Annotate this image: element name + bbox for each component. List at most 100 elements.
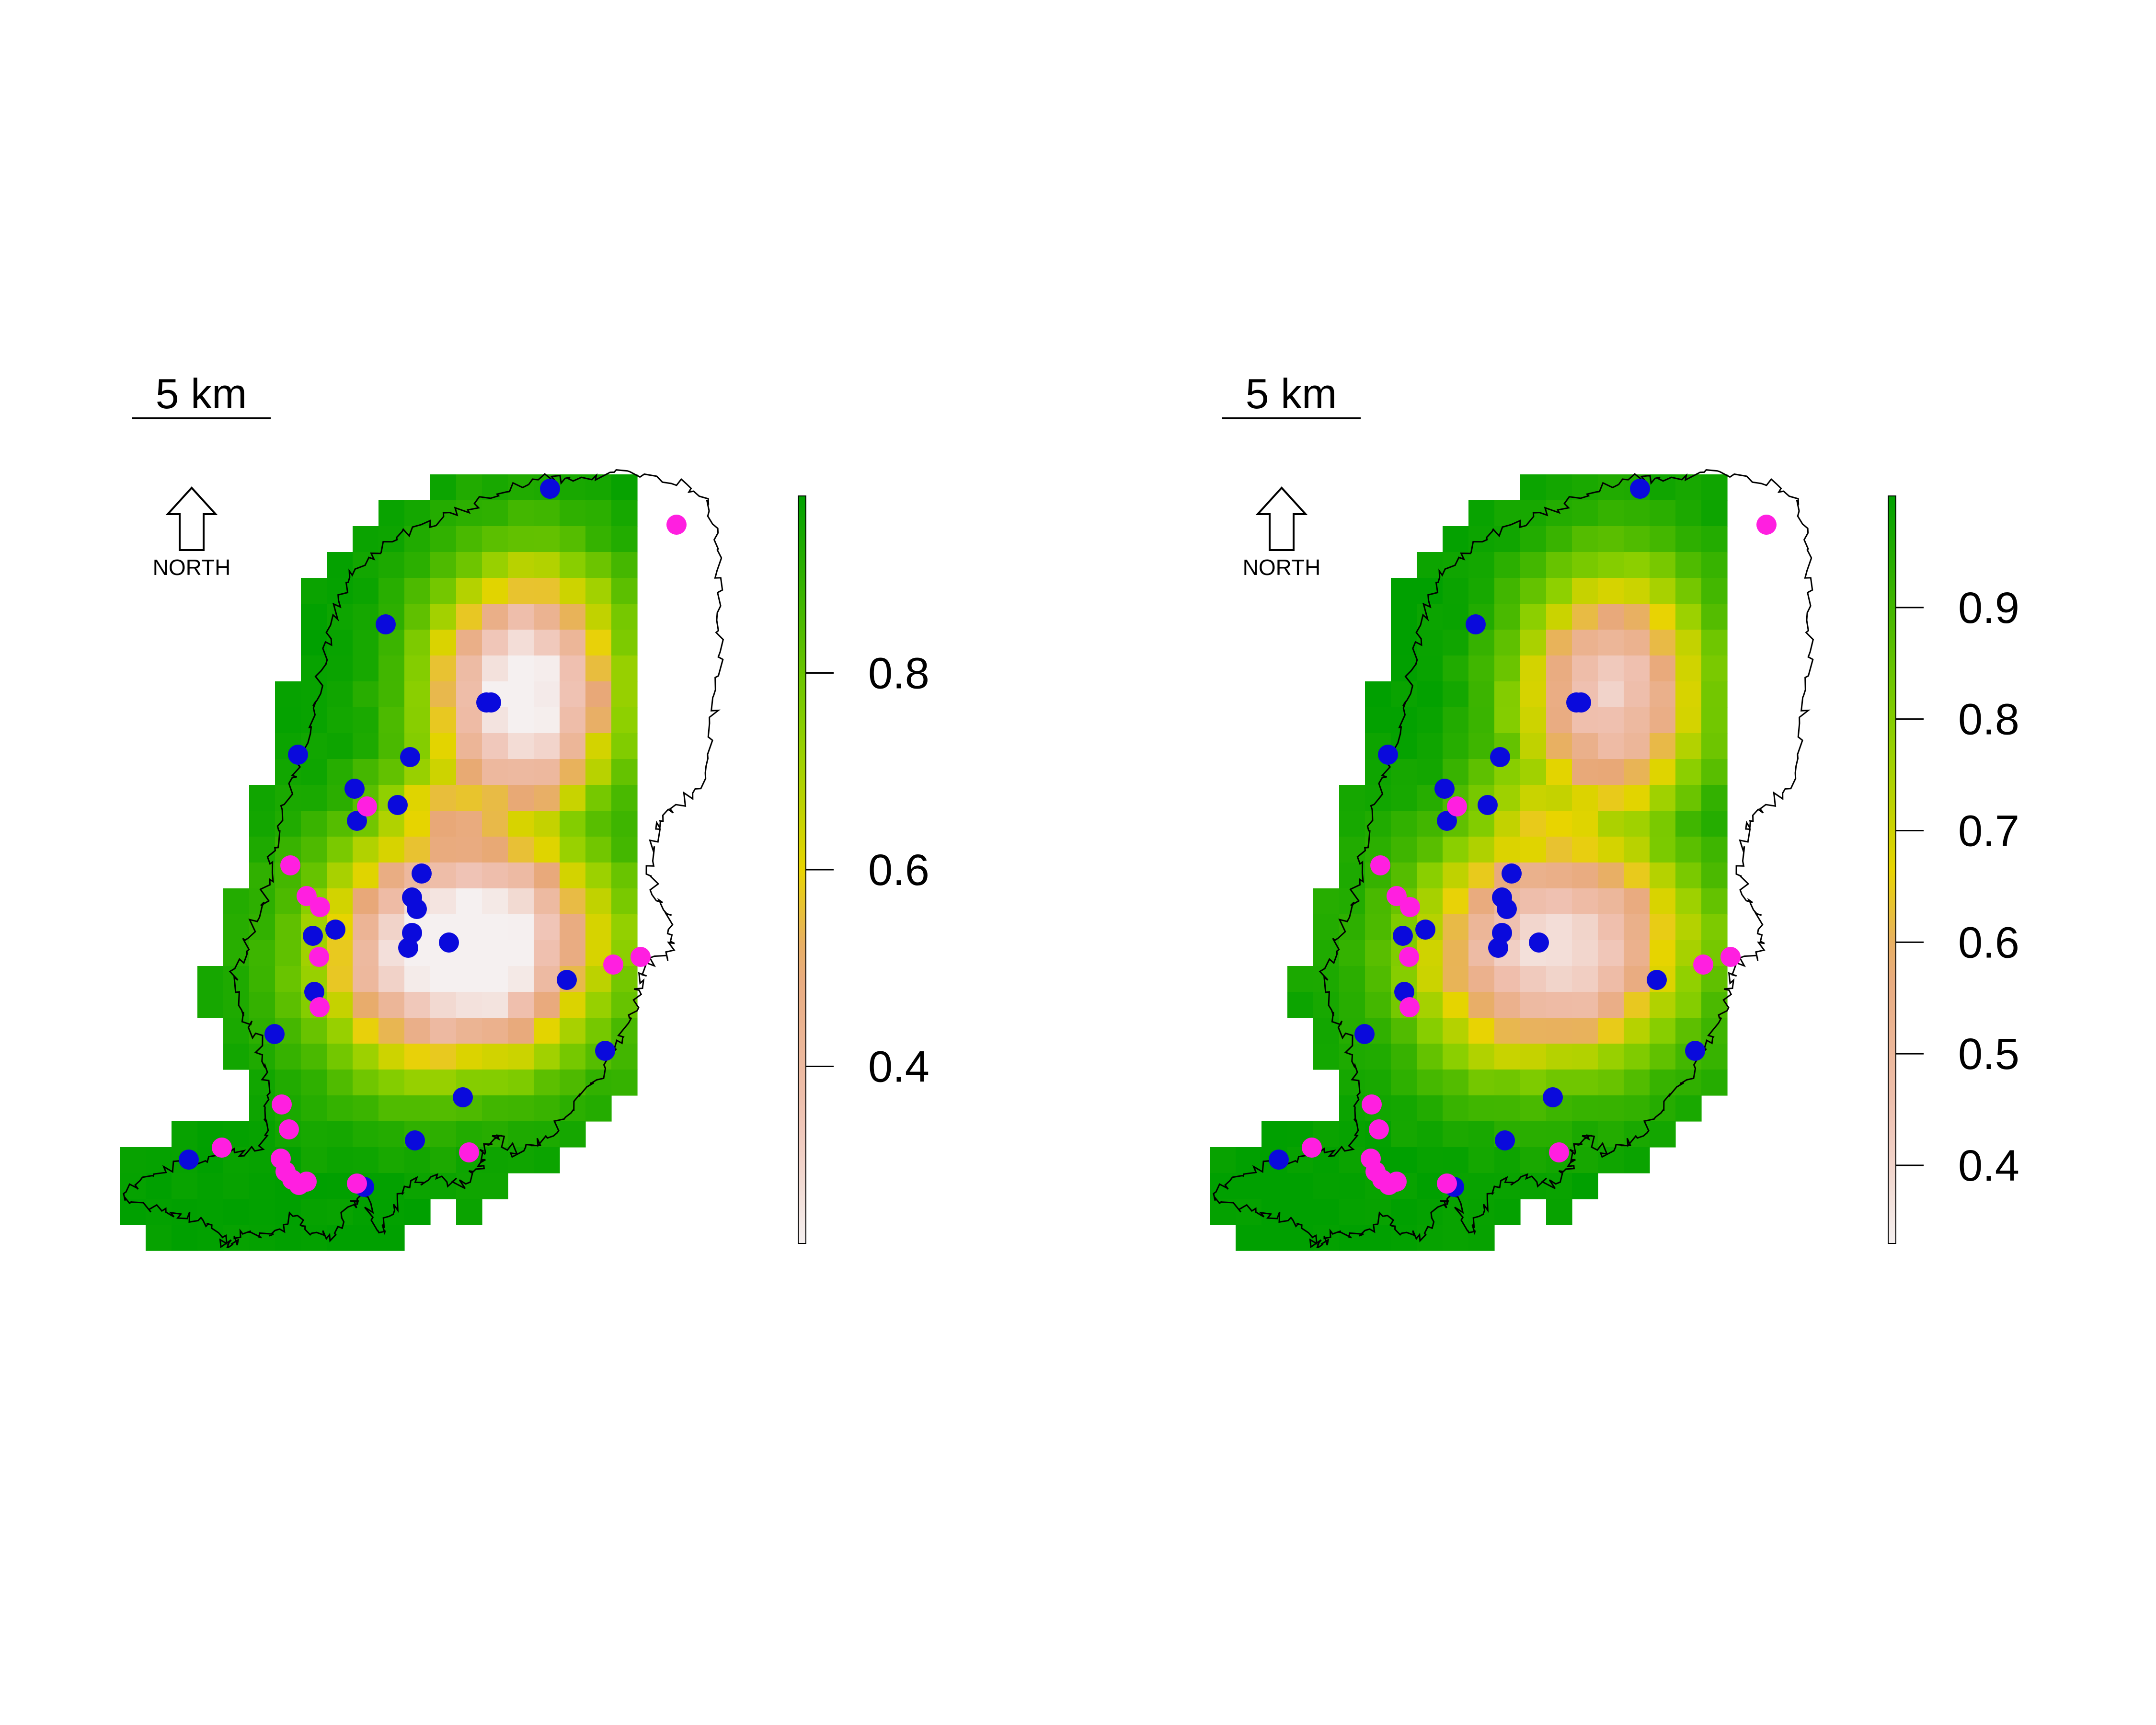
- raster-cell: [560, 888, 586, 915]
- magenta-point: [1387, 886, 1407, 906]
- raster-cell: [1572, 966, 1598, 992]
- raster-cell: [1598, 681, 1624, 708]
- raster-cell: [560, 552, 586, 578]
- raster-cell: [1494, 681, 1521, 708]
- raster-cell: [1391, 1018, 1417, 1044]
- raster-cell: [430, 526, 457, 552]
- raster-cell: [456, 552, 482, 578]
- raster-cell: [1546, 759, 1572, 785]
- raster-cell: [1650, 1018, 1676, 1044]
- raster-cell: [404, 1044, 431, 1070]
- raster-cell: [430, 1095, 457, 1122]
- raster-cell: [1468, 1070, 1495, 1096]
- raster-cell: [301, 1121, 327, 1148]
- legend-ticks: 0.4 0.5 0.6 0.7 0.8 0.9: [1896, 584, 2019, 1190]
- raster-cell: [404, 630, 431, 656]
- raster-cell: [1417, 1018, 1443, 1044]
- raster-cell: [1701, 578, 1728, 604]
- raster-cell: [249, 837, 275, 863]
- raster-cell: [1701, 1070, 1728, 1096]
- raster-cell: [1572, 733, 1598, 759]
- raster-cell: [430, 888, 457, 915]
- raster-cell: [611, 733, 638, 759]
- raster-cell: [1598, 552, 1624, 578]
- raster-cell: [1468, 992, 1495, 1018]
- raster-cell: [1624, 681, 1650, 708]
- raster-cell: [1650, 630, 1676, 656]
- raster-cell: [430, 578, 457, 604]
- raster-cell: [611, 500, 638, 527]
- raster-cell: [1468, 837, 1495, 863]
- raster-cell: [534, 707, 560, 734]
- raster-cell: [1417, 940, 1443, 966]
- raster-cell: [611, 811, 638, 837]
- raster-cell: [327, 1070, 353, 1096]
- raster-cell: [1598, 811, 1624, 837]
- raster-cell: [353, 992, 379, 1018]
- raster-cell: [378, 1095, 405, 1122]
- raster-cell: [1520, 966, 1547, 992]
- raster-cell: [1546, 474, 1572, 501]
- raster-cell: [1650, 526, 1676, 552]
- raster-cell: [1443, 1121, 1469, 1148]
- raster-cell: [249, 1095, 275, 1122]
- raster-cell: [1598, 1147, 1624, 1173]
- scale-bar: 5 km: [1222, 370, 1361, 419]
- raster-cell: [1313, 1173, 1340, 1199]
- raster-cell: [1365, 681, 1391, 708]
- magenta-point: [1437, 1173, 1457, 1194]
- raster-cell: [275, 914, 301, 941]
- legend-color-bar: [1888, 495, 1896, 1244]
- magenta-point: [1399, 997, 1420, 1017]
- raster-cell: [1468, 526, 1495, 552]
- raster-cell: [327, 552, 353, 578]
- raster-cell: [1313, 992, 1340, 1018]
- blue-point: [453, 1087, 473, 1107]
- raster-cell: [1520, 630, 1547, 656]
- raster-cell: [1365, 966, 1391, 992]
- raster-cell: [1650, 604, 1676, 630]
- raster-cell: [1443, 862, 1469, 889]
- blue-point: [405, 1130, 425, 1150]
- raster-cell: [1546, 604, 1572, 630]
- raster-cell: [1701, 500, 1728, 527]
- raster-cell: [1598, 785, 1624, 811]
- raster-cell: [1365, 940, 1391, 966]
- raster-cell: [404, 837, 431, 863]
- raster-cell: [560, 630, 586, 656]
- raster-cell: [611, 888, 638, 915]
- raster-cell: [1650, 552, 1676, 578]
- raster-cell: [456, 811, 482, 837]
- raster-cell: [1624, 552, 1650, 578]
- raster-cell: [456, 526, 482, 552]
- raster-cell: [482, 1173, 508, 1199]
- raster-cell: [1572, 914, 1598, 941]
- magenta-point: [603, 954, 623, 975]
- raster-cell: [1701, 656, 1728, 682]
- raster-cell: [534, 862, 560, 889]
- island-outline: [1213, 469, 1814, 1249]
- raster-cell: [1443, 992, 1469, 1018]
- raster-cell: [1624, 733, 1650, 759]
- raster-cell: [1598, 604, 1624, 630]
- raster-cell: [1650, 578, 1676, 604]
- raster-cell: [327, 1044, 353, 1070]
- raster-cell: [1468, 552, 1495, 578]
- raster-cell: [353, 1147, 379, 1173]
- raster-cell: [378, 707, 405, 734]
- raster-cell: [275, 888, 301, 915]
- raster-cell: [456, 837, 482, 863]
- raster-cell: [223, 1018, 250, 1044]
- blue-point: [1488, 938, 1508, 958]
- raster-cell: [353, 888, 379, 915]
- raster-cell: [353, 914, 379, 941]
- raster-cell: [1598, 940, 1624, 966]
- raster-cell: [1624, 862, 1650, 889]
- raster-cell: [430, 785, 457, 811]
- raster-cell: [1417, 733, 1443, 759]
- raster-cell: [353, 578, 379, 604]
- raster-cell: [456, 992, 482, 1018]
- raster-cell: [353, 1095, 379, 1122]
- raster-cell: [1572, 578, 1598, 604]
- raster-cell: [1520, 474, 1547, 501]
